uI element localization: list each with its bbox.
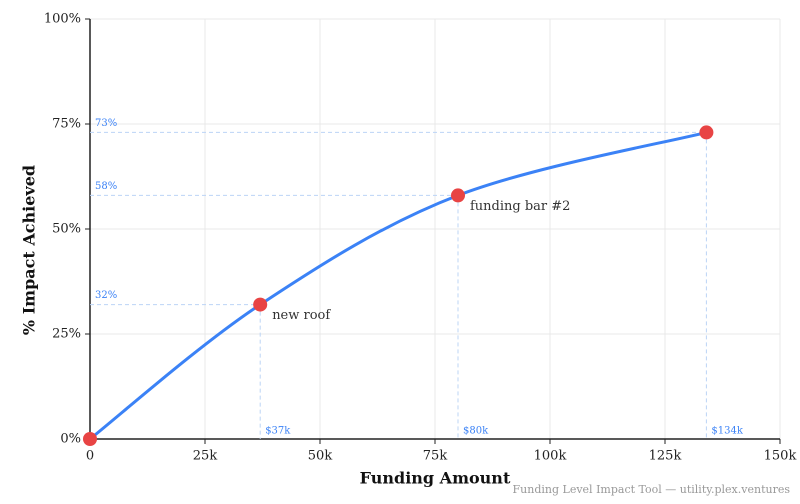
x-tick-label: 75k — [423, 449, 448, 464]
x-tick-label: 0 — [86, 449, 94, 464]
x-tick-label: 100k — [534, 449, 567, 464]
x-tick-label: 125k — [649, 449, 682, 464]
reference-label: 58% — [95, 181, 117, 192]
point — [451, 188, 465, 203]
footer: Funding Level Impact Tool — utility.plex… — [513, 483, 791, 496]
x-tick-label: 50k — [308, 449, 333, 464]
y-tick-label: 50% — [52, 222, 81, 237]
point — [253, 297, 268, 312]
reference-label: $134k — [711, 426, 743, 437]
y-tick-label: 25% — [52, 327, 81, 342]
y-axis-title: % Impact Achieved — [20, 165, 39, 335]
x-axis-title: Funding Amount — [360, 469, 511, 488]
x-tick-label: 25k — [193, 449, 218, 464]
y-tick-label: 100% — [44, 12, 81, 27]
y-tick-label: 75% — [52, 117, 81, 132]
line — [89, 130, 707, 441]
point-label: funding bar #2 — [470, 199, 570, 214]
point — [83, 432, 97, 446]
reference-label: 32% — [95, 290, 117, 301]
y-tick-label: 0% — [60, 432, 81, 447]
point — [699, 125, 714, 140]
point-label: new roof — [272, 308, 331, 323]
reference-label: $37k — [265, 426, 291, 437]
reference-label: $80k — [463, 426, 489, 437]
x-tick-label: 150k — [764, 449, 797, 464]
reference-label: 73% — [95, 118, 117, 129]
